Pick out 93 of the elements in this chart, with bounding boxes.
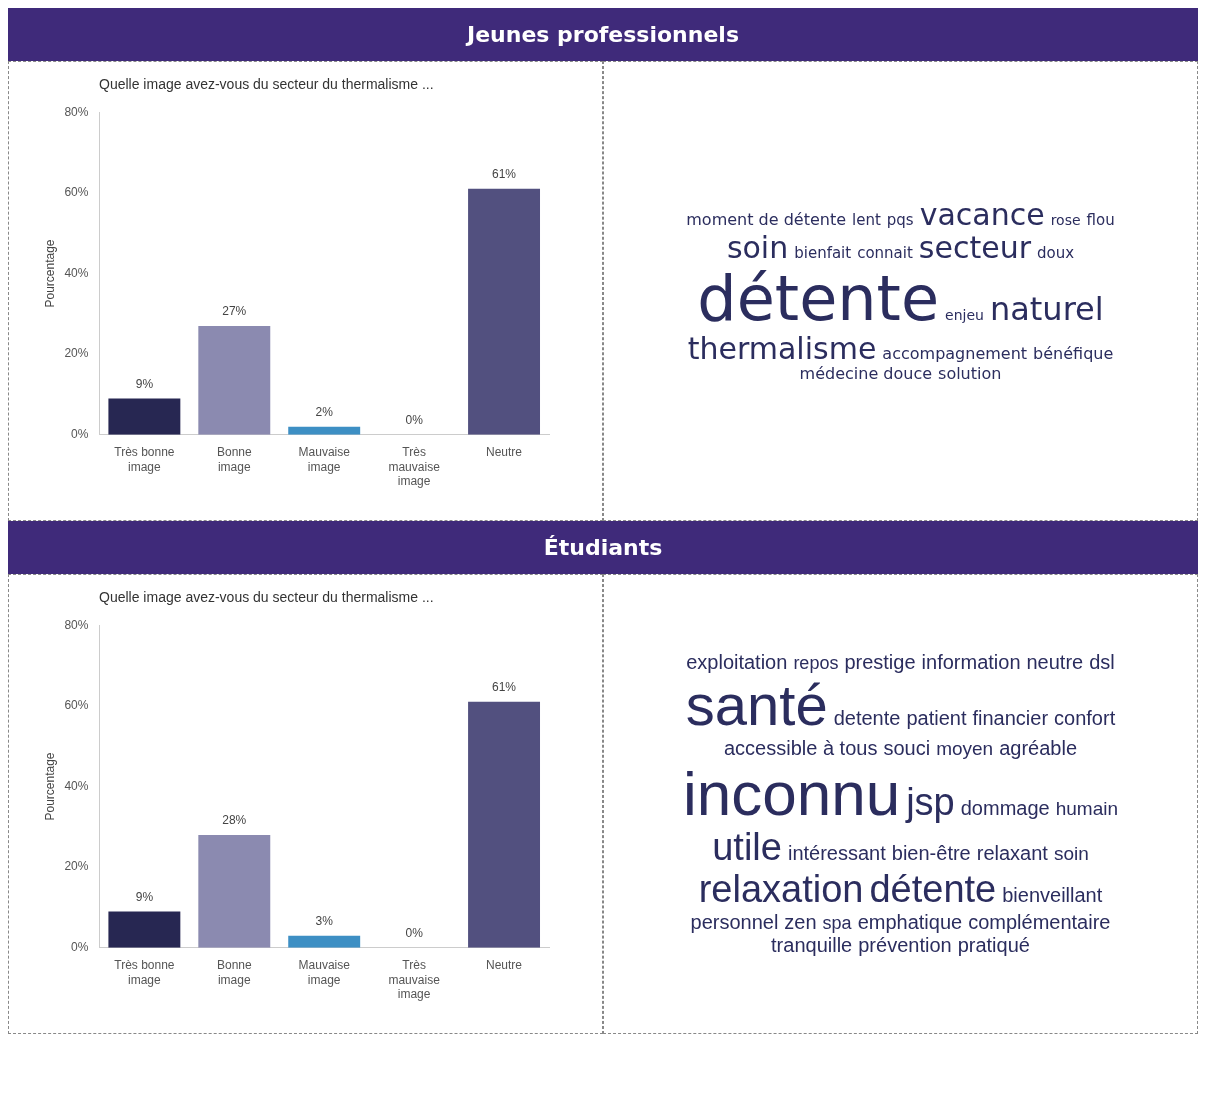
text: information [921,651,1021,674]
text: doux [1037,244,1075,263]
data-label: 28% [222,813,247,828]
text: moment de détente [686,209,847,229]
text: Jeunes professionnels [8,8,1198,61]
text: tranquille [771,933,853,956]
bar [468,188,541,435]
text: repos [793,653,839,674]
y-tick-label: 20% [64,346,89,361]
text: prévention [858,933,952,956]
data-label: 0% [405,413,424,428]
text: neutre [1026,651,1084,674]
text: inconnu [682,759,901,828]
y-tick-label: 0% [71,427,89,442]
text: pqs [886,210,914,229]
x-tick-label: Très mauvaise image [388,445,441,489]
data-label: 3% [315,914,334,929]
text: accompagnement [882,343,1028,363]
data-label: 27% [222,304,247,319]
text: enjeu [945,306,984,323]
y-tick-label: 0% [71,940,89,955]
text: dsl [1089,651,1115,674]
text: bienveillant [1002,883,1103,906]
data-label: 0% [405,926,424,941]
text: connait [857,244,913,263]
text: bénéfique [1033,343,1114,363]
y-tick-label: 80% [64,104,89,119]
text: médecine douce [799,364,933,384]
text: vacance [919,196,1045,232]
text: complémentaire [968,910,1111,933]
text: exploitation [686,651,788,674]
data-label: 61% [492,167,517,182]
text: Étudiants [8,521,1198,574]
text: accessible à tous [724,737,878,759]
bar [108,398,181,435]
x-tick-label: Bonne image [216,445,252,474]
data-label: 61% [492,680,517,695]
chart-subtitle: Quelle image avez-vous du secteur du thermalisme ... [99,76,435,92]
text: confort [1054,707,1116,730]
bar [198,834,271,948]
data-label: 9% [135,889,154,904]
text: soin [1053,843,1089,865]
text: naturel [989,289,1104,328]
y-tick-label: 40% [64,265,89,280]
text: prestige [844,651,916,674]
text: humain [1055,798,1119,819]
y-tick-label: 80% [64,617,89,632]
text: intéressant [787,842,886,865]
y-axis-title: Pourcentage [42,752,57,821]
text: personnel [690,910,779,933]
bar [468,701,541,948]
bar [108,911,181,948]
text: pratiqué [957,933,1030,956]
y-tick-label: 60% [64,185,89,200]
text: détente [869,867,997,910]
y-tick-label: 60% [64,698,89,713]
text: relaxant [976,842,1048,865]
text: bienfait [794,244,852,263]
x-tick-label: Très bonne image [114,958,175,987]
x-tick-label: Neutre [486,958,523,973]
y-tick-label: 40% [64,778,89,793]
x-tick-label: Mauvaise image [298,958,351,987]
y-tick-label: 20% [64,859,89,874]
data-label: 9% [135,376,154,391]
text: detente [833,707,901,730]
text: spa [822,912,852,933]
x-tick-label: Neutre [486,445,523,460]
text: lent [852,210,881,229]
y-axis-title: Pourcentage [42,239,57,308]
text: bien-être [891,842,971,865]
data-label: 2% [315,405,334,420]
text: emphatique [857,910,963,933]
text: utile [712,826,782,869]
text: agréable [999,737,1077,759]
text: santé [685,672,828,738]
text: patient [906,707,967,730]
text: financier [972,707,1049,730]
text: rose [1050,211,1081,228]
bar [198,325,271,435]
chart-subtitle: Quelle image avez-vous du secteur du thermalisme ... [99,589,435,605]
text: dommage [960,797,1050,819]
text: relaxation [698,867,864,910]
bar [288,935,361,948]
x-tick-label: Mauvaise image [298,445,351,474]
x-tick-label: Très bonne image [114,445,175,474]
text: flou [1086,210,1115,229]
text: solution [938,364,1002,384]
text: moyen [936,738,994,759]
x-tick-label: Très mauvaise image [388,958,441,1002]
text: souci [883,737,931,759]
text: jsp [906,781,955,823]
x-tick-label: Bonne image [216,958,252,987]
text: zen [784,910,817,933]
